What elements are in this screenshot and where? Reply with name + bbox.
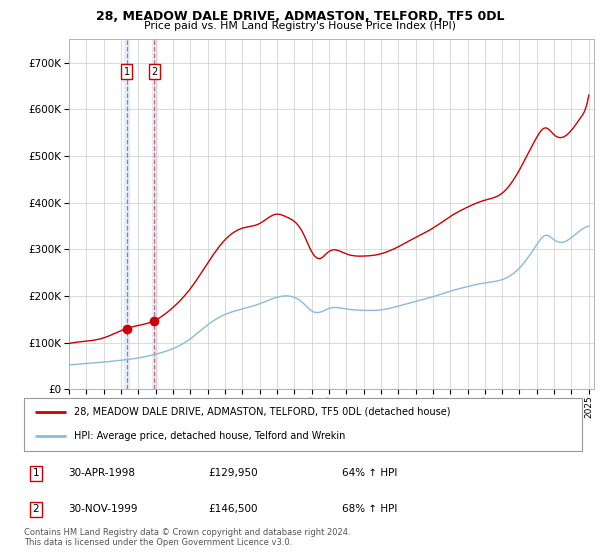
Text: Contains HM Land Registry data © Crown copyright and database right 2024.
This d: Contains HM Land Registry data © Crown c… <box>24 528 350 547</box>
Text: 28, MEADOW DALE DRIVE, ADMASTON, TELFORD, TF5 0DL (detached house): 28, MEADOW DALE DRIVE, ADMASTON, TELFORD… <box>74 407 451 417</box>
Text: 2: 2 <box>32 505 39 515</box>
Text: 28, MEADOW DALE DRIVE, ADMASTON, TELFORD, TF5 0DL: 28, MEADOW DALE DRIVE, ADMASTON, TELFORD… <box>96 10 504 23</box>
Text: HPI: Average price, detached house, Telford and Wrekin: HPI: Average price, detached house, Telf… <box>74 431 346 441</box>
Text: 64% ↑ HPI: 64% ↑ HPI <box>342 468 397 478</box>
Text: £129,950: £129,950 <box>208 468 258 478</box>
Bar <box>124 39 129 389</box>
Bar <box>152 39 157 389</box>
Text: £146,500: £146,500 <box>208 505 257 515</box>
Text: 2: 2 <box>151 67 157 77</box>
Text: 1: 1 <box>124 67 130 77</box>
Text: Price paid vs. HM Land Registry's House Price Index (HPI): Price paid vs. HM Land Registry's House … <box>144 21 456 31</box>
Text: 30-APR-1998: 30-APR-1998 <box>68 468 136 478</box>
Text: 30-NOV-1999: 30-NOV-1999 <box>68 505 138 515</box>
Text: 1: 1 <box>32 468 39 478</box>
Text: 68% ↑ HPI: 68% ↑ HPI <box>342 505 397 515</box>
